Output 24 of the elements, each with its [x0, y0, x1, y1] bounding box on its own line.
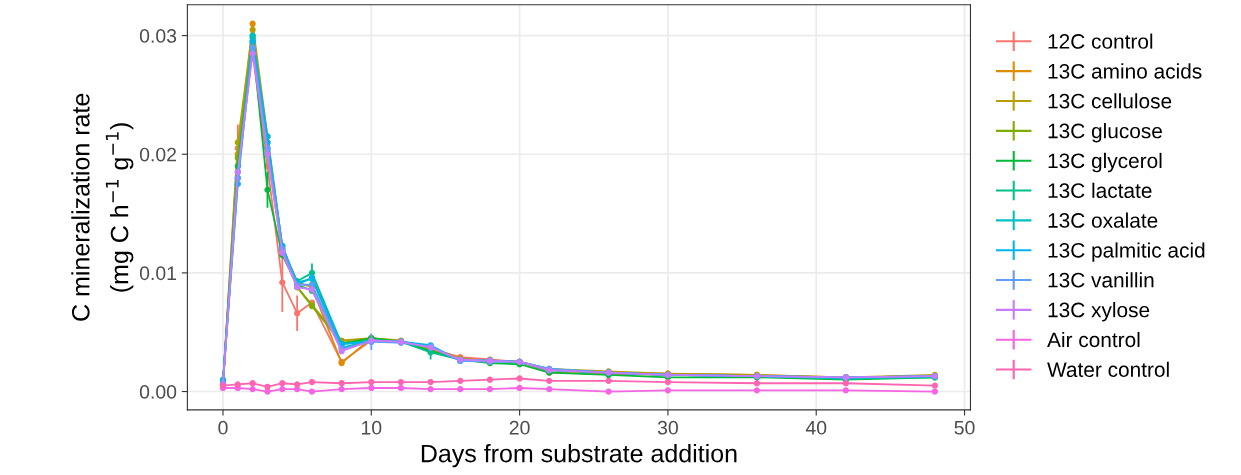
- y-tick-label: 0.03: [139, 29, 177, 43]
- legend-label: 13C glycerol: [1048, 152, 1162, 173]
- legend-label: 13C glucose: [1048, 123, 1162, 143]
- legend-label: 13C cellulose: [1048, 93, 1172, 109]
- x-tick-label: 10: [361, 420, 382, 435]
- legend-label: 13C palmitic acid: [1048, 242, 1205, 262]
- x-tick-label: 0: [218, 420, 228, 435]
- legend-label: Water control: [1047, 361, 1169, 378]
- legend-label: Air control: [1047, 331, 1140, 348]
- legend-label: 13C xylose: [1048, 302, 1150, 322]
- y-tick-label: 0.02: [139, 147, 176, 162]
- x-tick-label: 20: [509, 420, 530, 435]
- legend-label: 13C lactate: [1048, 182, 1152, 199]
- x-tick-label: 30: [657, 420, 678, 435]
- legend-label: 13C oxalate: [1048, 212, 1158, 228]
- y-tick-label: 0.00: [139, 385, 177, 399]
- x-tick-label: 50: [954, 420, 975, 435]
- y-tick-label: 0.01: [139, 266, 177, 281]
- y-axis-title: C mineralization rate (mg C h$^{−1}$ g$^{−1}$): [71, 93, 134, 321]
- legend-label: 12C control: [1048, 33, 1153, 49]
- legend-label: 13C vanillin: [1048, 272, 1154, 288]
- x-tick-label: 40: [805, 420, 827, 435]
- x-axis-title: Days from substrate addition: [421, 444, 737, 468]
- legend-label: 13C amino acids: [1048, 63, 1202, 79]
